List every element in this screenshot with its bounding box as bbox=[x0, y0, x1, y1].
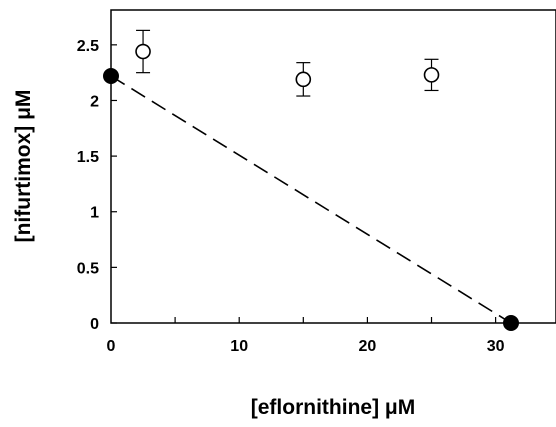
y-tick-label: 0.5 bbox=[77, 260, 99, 277]
y-tick-labels: 0 0.5 1 1.5 2 2.5 bbox=[77, 38, 99, 333]
tick-marks bbox=[111, 44, 497, 324]
x-axis-label: [eflornithine] μM bbox=[251, 396, 416, 419]
y-tick-label: 1 bbox=[90, 205, 99, 222]
y-tick-label: 2 bbox=[90, 93, 99, 110]
open-circle-point bbox=[295, 71, 312, 88]
x-tick-label: 30 bbox=[487, 338, 505, 355]
x-tick-label: 0 bbox=[107, 338, 116, 355]
data-points bbox=[103, 43, 519, 331]
y-tick-label: 0 bbox=[90, 316, 99, 333]
x-tick-label: 10 bbox=[230, 338, 248, 355]
filled-circle-point bbox=[503, 315, 519, 331]
y-axis-label: [nifurtimox] μM bbox=[12, 90, 35, 243]
plot-frame bbox=[110, 9, 556, 324]
y-tick-label: 1.5 bbox=[77, 149, 99, 166]
additivity-line bbox=[110, 75, 512, 324]
x-tick-labels: 0 10 20 30 bbox=[107, 338, 505, 355]
x-tick-label: 20 bbox=[359, 338, 377, 355]
isobologram-lines bbox=[110, 75, 512, 324]
filled-circle-point bbox=[103, 68, 119, 84]
open-circle-point bbox=[423, 67, 440, 83]
y-tick-label: 2.5 bbox=[77, 38, 99, 55]
open-circle-point bbox=[135, 43, 151, 60]
error-bars bbox=[136, 29, 439, 97]
